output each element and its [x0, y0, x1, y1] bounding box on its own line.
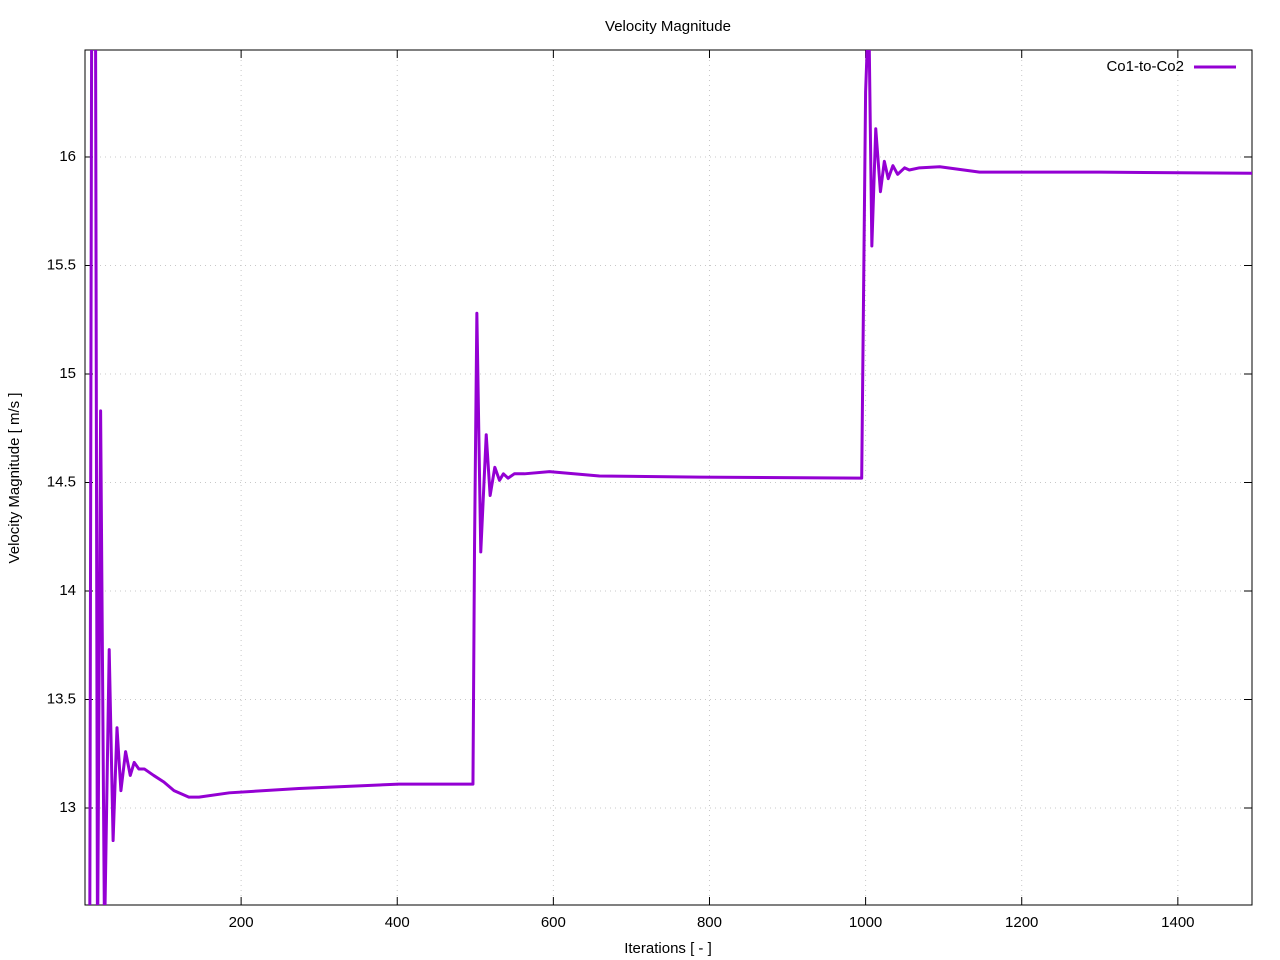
y-tick-label: 16 — [59, 148, 76, 165]
x-axis-label: Iterations [ - ] — [624, 940, 712, 957]
y-tick-label: 14.5 — [47, 473, 76, 490]
legend-label: Co1-to-Co2 — [1106, 58, 1184, 75]
chart-title: Velocity Magnitude — [605, 18, 731, 35]
y-tick-label: 13 — [59, 799, 76, 816]
x-tick-label: 1200 — [1005, 914, 1038, 931]
y-tick-label: 13.5 — [47, 690, 76, 707]
x-tick-label: 200 — [229, 914, 254, 931]
x-tick-label: 400 — [385, 914, 410, 931]
y-axis-label: Velocity Magnitude [ m/s ] — [6, 393, 23, 564]
x-tick-label: 800 — [697, 914, 722, 931]
x-tick-label: 600 — [541, 914, 566, 931]
y-tick-label: 15 — [59, 365, 76, 382]
plot-frame — [84, 49, 1253, 906]
x-tick-label: 1400 — [1161, 914, 1194, 931]
y-tick-label: 14 — [59, 582, 76, 599]
data-line — [88, 50, 1252, 905]
y-tick-label: 15.5 — [47, 256, 76, 273]
x-tick-label: 1000 — [849, 914, 882, 931]
